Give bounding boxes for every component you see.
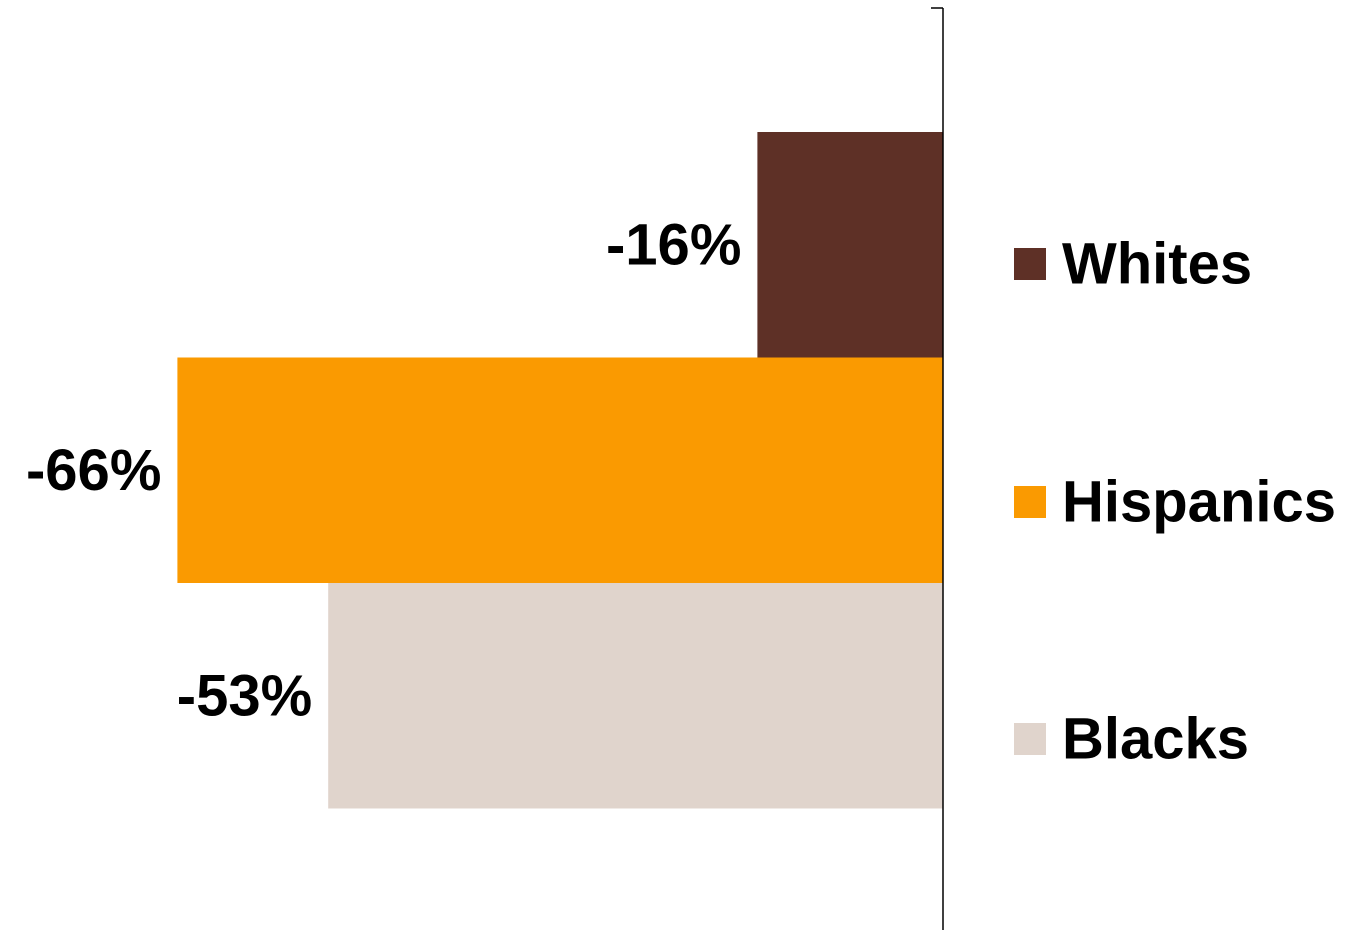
data-labels-layer: -16% -66% -53% xyxy=(26,212,741,728)
bar-hispanics xyxy=(177,357,943,583)
data-label-blacks: -53% xyxy=(177,663,312,728)
legend-item-blacks: Blacks xyxy=(1014,707,1249,772)
legend-swatch-hispanics xyxy=(1014,486,1046,518)
bar-blacks xyxy=(328,583,943,809)
legend-swatch-blacks xyxy=(1014,723,1046,755)
legend-label-hispanics: Hispanics xyxy=(1062,470,1336,535)
legend-item-whites: Whites xyxy=(1014,232,1252,297)
legend-item-hispanics: Hispanics xyxy=(1014,470,1336,535)
bars-layer xyxy=(177,132,943,809)
legend-label-whites: Whites xyxy=(1062,232,1252,297)
axis-layer xyxy=(931,7,944,930)
data-label-whites: -16% xyxy=(606,212,741,277)
bar-whites xyxy=(757,132,943,358)
legend-swatch-whites xyxy=(1014,248,1046,280)
data-label-hispanics: -66% xyxy=(26,438,161,503)
legend-label-blacks: Blacks xyxy=(1062,707,1249,772)
legend: Whites Hispanics Blacks xyxy=(1014,232,1336,772)
